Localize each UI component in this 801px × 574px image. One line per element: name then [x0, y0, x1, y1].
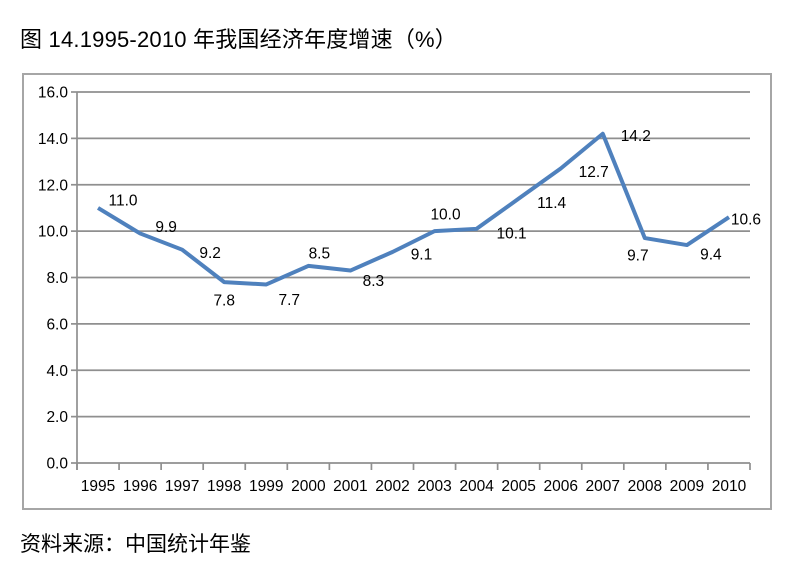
line-chart: 0.0 2.0 4.0 6.0 8.0 10.0 12.0 14.0 16.0 1995 1996 1… [22, 73, 772, 510]
x-axis-label: 2005 [501, 478, 535, 495]
x-axis-label: 2003 [417, 478, 451, 495]
y-axis-label: 16.0 [38, 85, 69, 102]
x-axis-label: 2002 [375, 478, 409, 495]
x-axis-label: 2006 [543, 478, 577, 495]
data-label: 12.7 [579, 164, 609, 181]
x-axis-label: 1997 [165, 478, 199, 495]
y-axis-label: 2.0 [46, 409, 68, 426]
x-axis-label: 2007 [586, 478, 620, 495]
x-axis-label: 1996 [123, 478, 157, 495]
x-axis-label: 2001 [333, 478, 367, 495]
y-axis-label: 14.0 [38, 131, 69, 148]
data-label: 11.4 [537, 195, 566, 212]
data-label: 7.7 [279, 292, 301, 309]
data-label: 9.1 [411, 246, 433, 263]
data-label: 10.1 [497, 225, 527, 242]
data-label: 10.6 [731, 212, 761, 229]
y-axis-label: 12.0 [38, 177, 69, 194]
x-axis-label: 2009 [670, 478, 704, 495]
chart-area: 0.0 2.0 4.0 6.0 8.0 10.0 12.0 14.0 16.0 1995 1996 1… [22, 73, 772, 510]
x-axis-label: 2000 [291, 478, 326, 495]
data-label: 8.3 [363, 273, 385, 290]
x-axis-label: 2010 [712, 478, 747, 495]
x-axis-label: 1995 [81, 478, 115, 495]
x-axis-label: 1999 [249, 478, 283, 495]
y-axis-label: 6.0 [46, 316, 68, 333]
growth-rate-line [96, 131, 731, 287]
data-label: 7.8 [213, 293, 235, 310]
y-axis-label: 0.0 [46, 456, 68, 473]
data-label: 9.2 [199, 245, 221, 262]
data-label: 9.9 [155, 219, 177, 236]
data-label: 11.0 [109, 192, 138, 209]
y-axis-label: 4.0 [46, 363, 68, 380]
x-axis-label: 2008 [628, 478, 662, 495]
y-axis-label: 10.0 [38, 224, 69, 241]
x-axis-label: 2004 [459, 478, 494, 495]
y-axis-label: 8.0 [46, 270, 68, 287]
data-label: 14.2 [621, 128, 651, 145]
data-label: 9.7 [627, 248, 649, 265]
chart-title: 图 14.1995-2010 年我国经济年度增速（%） [20, 27, 457, 52]
data-label: 9.4 [700, 247, 722, 264]
data-label: 8.5 [309, 245, 331, 262]
chart-border [22, 73, 772, 510]
x-axis-label: 1998 [207, 478, 241, 495]
source-note: 资料来源：中国统计年鉴 [20, 533, 251, 556]
data-label: 10.0 [430, 207, 461, 224]
